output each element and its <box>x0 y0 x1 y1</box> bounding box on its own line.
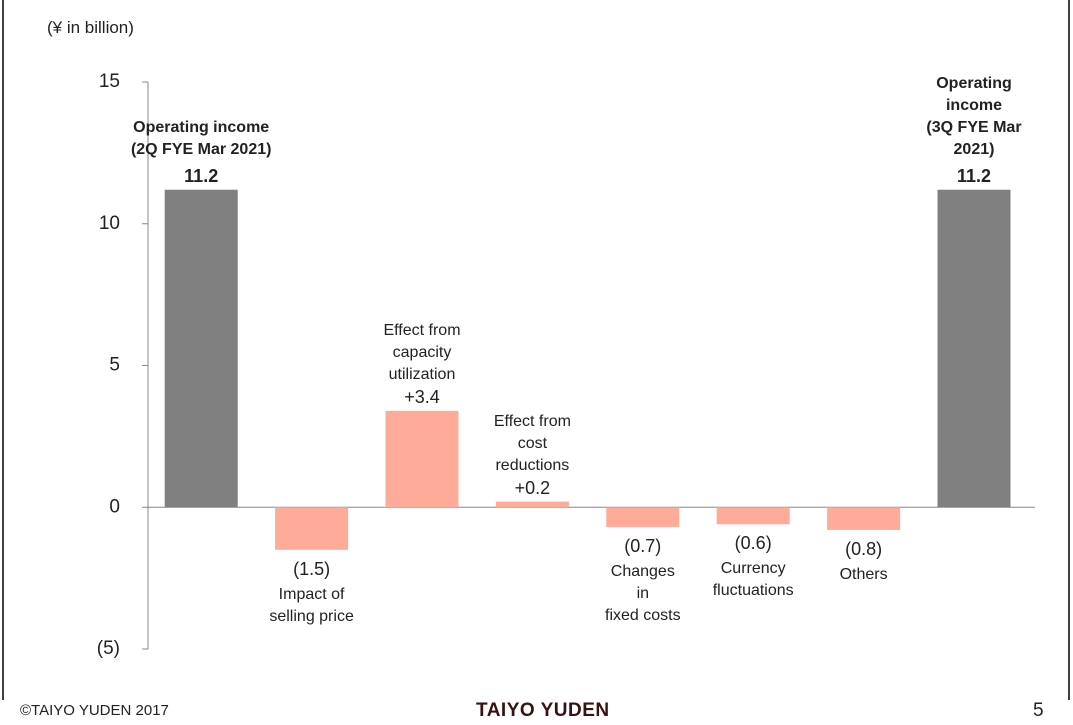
category-label: Others <box>839 565 888 583</box>
bar <box>827 507 901 530</box>
category-label: Operating income (2Q FYE Mar 2021) <box>130 118 272 158</box>
y-tick-label: 5 <box>109 355 120 376</box>
value-label: +3.4 <box>404 386 440 407</box>
y-tick-label: 0 <box>109 496 120 517</box>
page-number: 5 <box>1033 700 1044 721</box>
value-label: (0.7) <box>624 536 662 557</box>
category-label: Effect from capacity utilization <box>383 321 461 383</box>
y-tick-label: 15 <box>99 71 120 92</box>
category-label: Operating income (3Q FYE Mar 2021) <box>926 74 1022 158</box>
bar <box>275 507 349 550</box>
value-label: 11.2 <box>956 165 992 186</box>
bar <box>606 507 680 528</box>
value-label: 11.2 <box>184 165 219 186</box>
bar <box>716 507 790 525</box>
category-label: Changes in fixed costs <box>605 563 681 625</box>
copyright: ©TAIYO YUDEN 2017 <box>20 702 169 719</box>
logo: TAIYO YUDEN <box>476 700 610 721</box>
category-label: Currency fluctuations <box>712 560 794 600</box>
category-label: Impact of selling price <box>269 585 354 625</box>
value-label: +0.2 <box>514 477 551 498</box>
unit-label: (¥ in billion) <box>47 18 134 37</box>
y-tick-label: (5) <box>97 638 120 659</box>
bar <box>164 189 238 508</box>
bar <box>495 501 569 508</box>
bar <box>937 189 1011 508</box>
value-label: (1.5) <box>293 558 331 579</box>
y-tick-label: 10 <box>99 213 120 234</box>
value-label: (0.6) <box>734 533 772 554</box>
category-label: Effect from cost reductions <box>493 412 571 474</box>
bar <box>385 410 459 508</box>
value-label: (0.8) <box>845 538 883 559</box>
